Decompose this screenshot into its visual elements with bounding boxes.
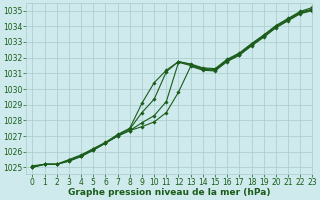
X-axis label: Graphe pression niveau de la mer (hPa): Graphe pression niveau de la mer (hPa) <box>68 188 271 197</box>
